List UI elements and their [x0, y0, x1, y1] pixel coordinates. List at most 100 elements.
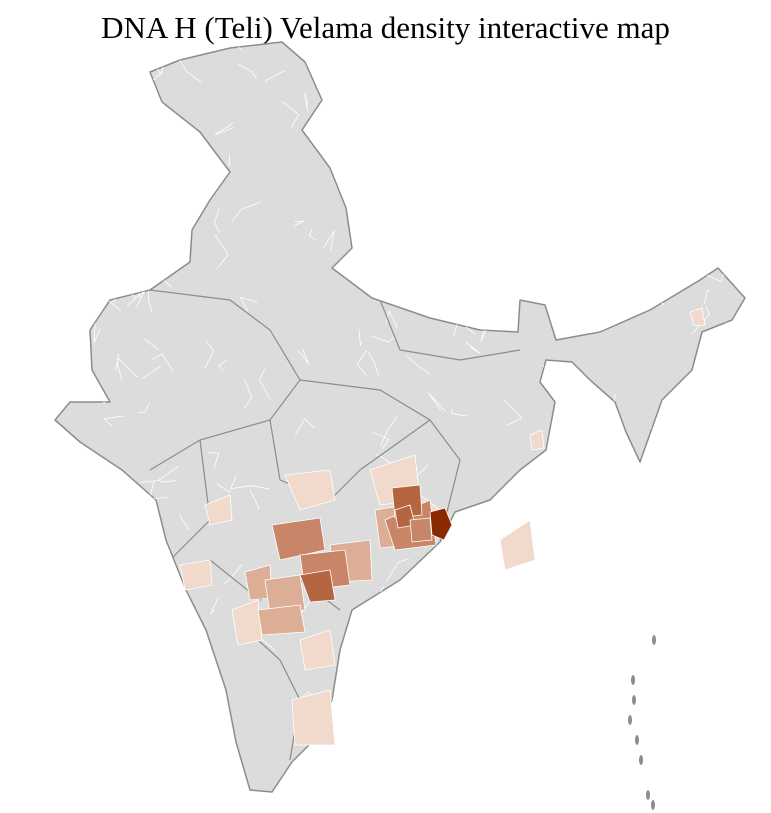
district-boundary	[228, 153, 231, 167]
district-boundary	[570, 626, 587, 636]
district-boundary	[706, 689, 719, 712]
district-boundary	[729, 531, 742, 546]
district-boundary	[570, 204, 578, 226]
density-region[interactable]	[689, 307, 706, 327]
district-boundary	[67, 661, 77, 677]
density-region[interactable]	[499, 519, 536, 571]
district-boundary	[142, 684, 159, 700]
district-boundary	[560, 411, 580, 431]
district-boundary	[501, 206, 540, 216]
district-boundary	[115, 64, 132, 80]
district-boundary	[427, 700, 448, 727]
district-boundary	[733, 62, 745, 75]
district-boundary	[91, 91, 122, 99]
district-boundary	[597, 188, 616, 206]
district-boundary	[442, 149, 456, 169]
district-boundary	[118, 271, 136, 277]
density-region[interactable]	[257, 604, 306, 636]
district-boundary	[588, 148, 605, 176]
district-boundary	[110, 136, 134, 168]
district-boundary	[530, 694, 552, 701]
district-boundary	[136, 727, 146, 740]
district-boundary	[149, 181, 169, 203]
district-boundary	[533, 619, 549, 630]
district-boundary	[375, 454, 394, 466]
district-boundary	[565, 730, 589, 749]
district-boundary	[347, 112, 367, 120]
district-boundary	[725, 321, 737, 352]
district-boundary	[573, 573, 598, 586]
density-region[interactable]	[284, 469, 336, 511]
density-region[interactable]	[429, 507, 453, 541]
density-region[interactable]	[264, 574, 306, 616]
district-boundary	[385, 558, 410, 582]
district-boundary	[141, 673, 165, 691]
density-region[interactable]	[299, 569, 336, 603]
district-boundary	[594, 726, 603, 760]
district-boundary	[292, 220, 305, 227]
district-boundary	[157, 219, 174, 230]
district-boundary	[387, 126, 407, 144]
district-boundary	[249, 489, 260, 509]
district-boundary	[231, 201, 262, 222]
district-boundary	[374, 266, 393, 275]
district-boundary	[645, 640, 677, 646]
district-boundary	[243, 379, 253, 409]
district-boundary	[138, 402, 150, 413]
district-boundary	[361, 216, 377, 222]
district-boundary	[675, 557, 692, 570]
island	[628, 715, 632, 725]
density-region[interactable]	[409, 517, 433, 543]
district-boundary	[147, 290, 153, 313]
district-boundary	[480, 534, 494, 562]
district-boundary	[573, 290, 592, 306]
district-boundary	[405, 237, 421, 254]
district-boundary	[460, 616, 489, 631]
district-boundary	[141, 587, 161, 604]
district-boundary	[411, 294, 433, 306]
district-boundary	[146, 149, 169, 168]
district-boundary	[133, 201, 146, 210]
density-region[interactable]	[204, 494, 233, 526]
district-boundary	[297, 348, 310, 364]
island	[652, 635, 656, 645]
district-boundary	[353, 679, 374, 692]
district-boundary	[374, 56, 389, 79]
density-region[interactable]	[231, 599, 263, 646]
district-boundary	[693, 635, 711, 651]
district-boundary	[371, 761, 388, 771]
density-region[interactable]	[179, 559, 213, 591]
density-region[interactable]	[299, 629, 336, 671]
country-outline-layer	[54, 41, 746, 793]
district-boundary	[304, 92, 309, 113]
district-boundary	[686, 682, 720, 697]
district-boundary	[570, 64, 591, 96]
district-boundary	[105, 683, 130, 697]
district-boundary	[124, 521, 145, 541]
density-region[interactable]	[291, 689, 336, 746]
district-boundary	[102, 735, 115, 752]
district-boundary	[108, 696, 118, 709]
district-boundary	[608, 72, 639, 101]
district-boundary	[706, 493, 715, 502]
district-boundary	[392, 147, 400, 158]
india-outline[interactable]	[54, 41, 746, 793]
district-boundary	[550, 88, 576, 100]
district-boundary	[716, 625, 735, 642]
district-boundary	[295, 759, 311, 779]
district-boundary	[372, 431, 390, 449]
district-boundary	[239, 296, 258, 312]
district-boundary	[103, 415, 124, 427]
district-boundary	[356, 349, 368, 376]
district-boundary	[479, 94, 485, 114]
district-boundary	[74, 207, 109, 215]
district-boundary	[570, 414, 582, 419]
district-boundary	[56, 609, 67, 637]
district-boundary	[688, 452, 702, 489]
density-region[interactable]	[529, 429, 545, 451]
district-boundary	[427, 392, 446, 412]
district-boundary	[151, 353, 174, 372]
district-boundary	[103, 205, 119, 234]
density-region[interactable]	[271, 517, 326, 561]
